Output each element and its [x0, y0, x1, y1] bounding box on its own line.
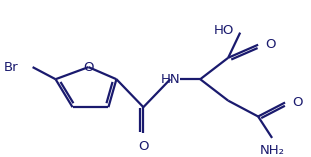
Text: O: O: [265, 38, 276, 51]
Text: O: O: [292, 96, 303, 109]
Text: HN: HN: [160, 73, 180, 86]
Text: HO: HO: [214, 24, 234, 37]
Text: NH₂: NH₂: [260, 143, 285, 157]
Text: Br: Br: [4, 61, 19, 74]
Text: O: O: [138, 140, 149, 153]
Text: O: O: [83, 61, 94, 74]
